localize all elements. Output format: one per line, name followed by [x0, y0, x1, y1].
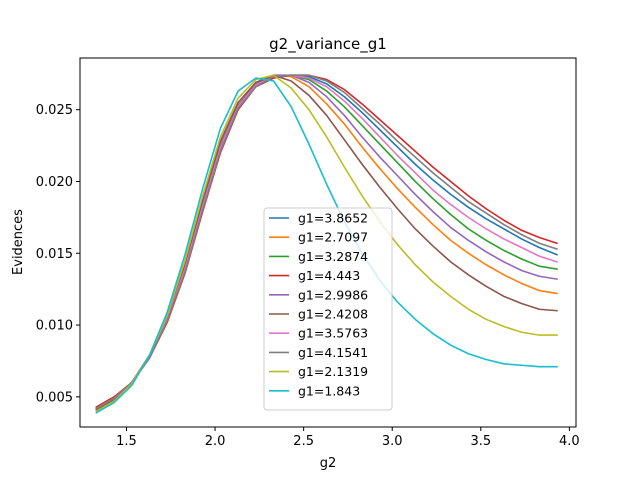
- chart-title: g2_variance_g1: [269, 35, 387, 54]
- x-axis-ticks: 1.5 2.0 2.5 3.0 3.5 4.0: [116, 427, 580, 449]
- legend-box: [263, 207, 393, 411]
- x-tick-label: 2.5: [293, 434, 314, 449]
- series-lines: [95, 74, 559, 414]
- series-line-8: [95, 74, 558, 413]
- y-axis-label: Evidences: [11, 209, 26, 275]
- legend-entry-7: g1=4.1541: [298, 345, 368, 360]
- legend-entry-9: g1=1.843: [298, 383, 360, 398]
- legend-entry-0: g1=3.8652: [298, 211, 368, 226]
- legend-entry-8: g1=2.1319: [298, 364, 368, 379]
- legend: g1=3.8652 g1=2.7097 g1=3.2874 g1=4.443 g1=2.…: [263, 207, 393, 411]
- y-tick-label: 0.010: [36, 319, 73, 334]
- y-tick-label: 0.020: [36, 175, 73, 190]
- legend-entry-6: g1=3.5763: [298, 326, 368, 341]
- y-tick-label: 0.025: [36, 103, 73, 118]
- legend-entry-5: g1=2.4208: [298, 307, 368, 322]
- y-tick-label: 0.005: [36, 390, 73, 405]
- y-tick-label: 0.015: [36, 247, 73, 262]
- legend-entry-1: g1=2.7097: [298, 230, 368, 245]
- x-axis-label: g2: [320, 456, 337, 471]
- legend-entry-4: g1=2.9986: [298, 287, 368, 302]
- x-tick-label: 3.5: [470, 434, 491, 449]
- x-tick-label: 1.5: [116, 434, 137, 449]
- y-axis-ticks: 0.005 0.010 0.015 0.020 0.025: [36, 103, 80, 405]
- legend-entry-2: g1=3.2874: [298, 249, 368, 264]
- x-tick-label: 4.0: [559, 434, 580, 449]
- legend-entry-3: g1=4.443: [298, 268, 360, 283]
- series-line-7: [95, 74, 558, 410]
- x-tick-label: 3.0: [382, 434, 403, 449]
- plot-frame: [79, 57, 577, 428]
- series-line-9: [95, 77, 558, 414]
- x-tick-label: 2.0: [205, 434, 226, 449]
